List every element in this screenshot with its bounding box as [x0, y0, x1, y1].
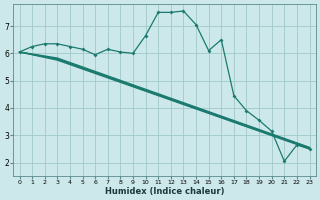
- X-axis label: Humidex (Indice chaleur): Humidex (Indice chaleur): [105, 187, 224, 196]
